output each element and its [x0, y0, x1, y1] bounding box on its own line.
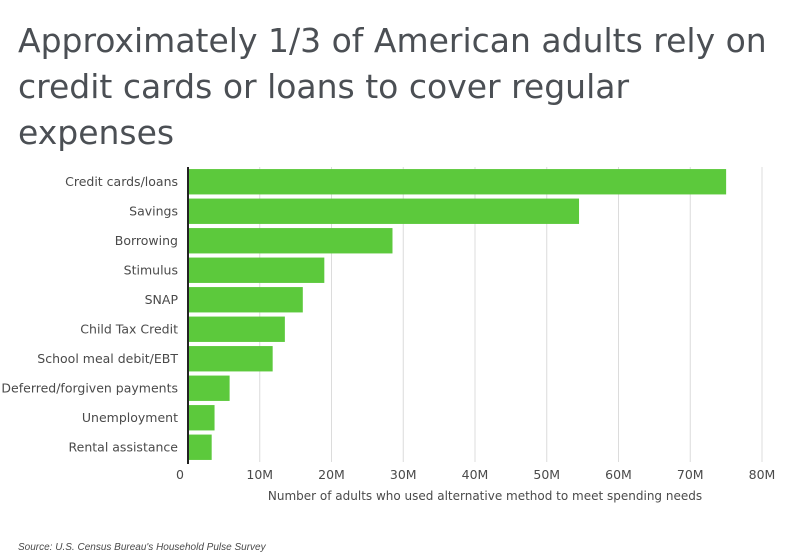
x-axis-label: Number of adults who used alternative me…	[268, 489, 702, 503]
bar	[188, 346, 273, 372]
category-label: Child Tax Credit	[80, 321, 178, 336]
category-label: Unemployment	[82, 410, 178, 425]
bar	[188, 257, 325, 283]
x-tick-label: 10M	[246, 467, 273, 482]
x-tick-label: 30M	[390, 467, 417, 482]
x-tick-label: 70M	[677, 467, 704, 482]
bar	[188, 169, 727, 195]
bar	[188, 375, 230, 401]
x-tick-label: 50M	[533, 467, 560, 482]
x-tick-labels: 0 10M 20M 30M 40M 50M 60M 70M 80M	[176, 467, 775, 482]
category-label: Savings	[129, 203, 178, 218]
chart-title: Approximately 1/3 of American adults rel…	[18, 18, 788, 156]
title-line-2: credit cards or loans to cover regular e…	[18, 67, 630, 152]
category-label: Deferred/forgiven payments	[1, 380, 178, 395]
x-tick-label: 80M	[749, 467, 776, 482]
category-label: Rental assistance	[69, 439, 179, 454]
x-tick-label: 60M	[605, 467, 632, 482]
category-label: Stimulus	[124, 262, 178, 277]
x-tick-label: 0	[176, 467, 184, 482]
category-labels: Credit cards/loans Savings Borrowing Stimul…	[1, 174, 178, 455]
bars	[188, 169, 727, 460]
bar	[188, 198, 580, 224]
category-label: Credit cards/loans	[65, 174, 178, 189]
category-label: SNAP	[145, 292, 179, 307]
bar	[188, 228, 393, 254]
bar	[188, 405, 215, 431]
bar	[188, 316, 285, 342]
x-tick-label: 40M	[462, 467, 489, 482]
bar	[188, 434, 212, 460]
bar-chart: Credit cards/loans Savings Borrowing Stimul…	[1, 167, 775, 503]
category-label: Borrowing	[115, 233, 178, 248]
category-label: School meal debit/EBT	[37, 351, 178, 366]
bar	[188, 287, 303, 313]
title-line-1: Approximately 1/3 of American adults rel…	[18, 21, 767, 60]
x-tick-label: 20M	[318, 467, 345, 482]
source-note: Source: U.S. Census Bureau's Household P…	[18, 542, 266, 553]
